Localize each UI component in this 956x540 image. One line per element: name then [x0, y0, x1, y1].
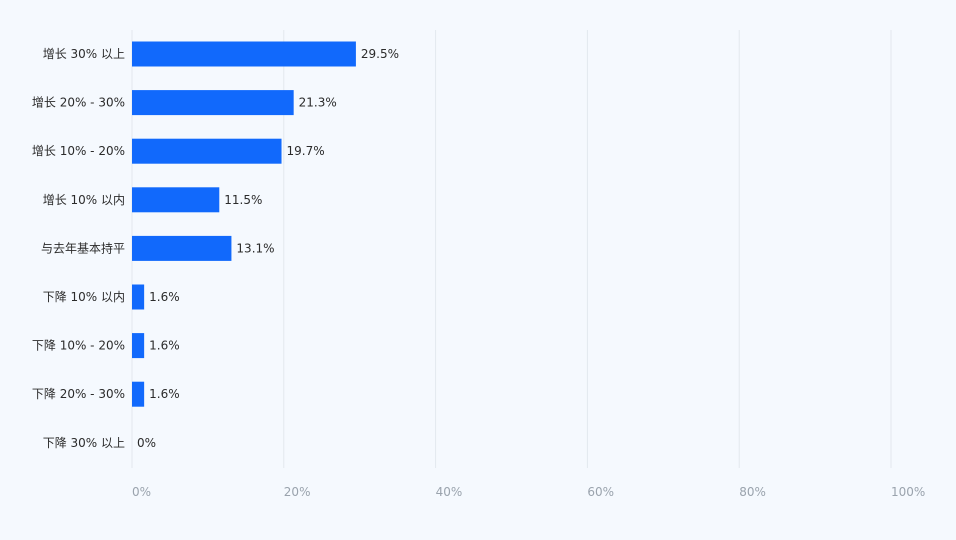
value-label: 1.6%: [149, 387, 180, 401]
bar[interactable]: [132, 138, 282, 164]
category-label: 增长 20% - 30%: [32, 96, 125, 110]
value-labels: 29.5% 21.3% 19.7% 11.5% 13.1% 1.6% 1.6% 1.6% 0%: [137, 47, 399, 450]
value-label: 19.7%: [287, 144, 325, 158]
category-label: 增长 10% 以内: [43, 193, 125, 207]
x-tick-label: 20%: [284, 485, 311, 499]
x-tick-label: 0%: [132, 485, 151, 499]
bar[interactable]: [132, 381, 145, 407]
category-label: 与去年基本持平: [41, 240, 125, 255]
value-label: 13.1%: [236, 241, 274, 255]
x-tick-label: 60%: [587, 485, 614, 499]
value-label: 1.6%: [149, 290, 180, 304]
category-label: 下降 10% 以内: [43, 290, 125, 304]
value-label: 29.5%: [361, 47, 399, 61]
x-tick-label: 40%: [436, 485, 463, 499]
value-label: 21.3%: [299, 96, 337, 110]
value-label: 1.6%: [149, 339, 180, 353]
bar[interactable]: [132, 187, 220, 213]
category-label: 增长 30% 以上: [43, 47, 125, 61]
x-tick-label: 80%: [739, 485, 766, 499]
category-label: 下降 20% - 30%: [32, 387, 125, 401]
bars-layer: [132, 41, 356, 407]
category-label: 增长 10% - 20%: [32, 144, 125, 158]
x-axis-ticks: 0% 20% 40% 60% 80% 100%: [132, 485, 925, 499]
bar[interactable]: [132, 235, 232, 261]
value-label: 11.5%: [224, 193, 262, 207]
category-label: 下降 10% - 20%: [32, 339, 125, 353]
bar[interactable]: [132, 333, 145, 359]
x-tick-label: 100%: [891, 485, 925, 499]
bar[interactable]: [132, 90, 294, 116]
bar[interactable]: [132, 284, 145, 310]
bar[interactable]: [132, 41, 356, 67]
value-label: 0%: [137, 436, 156, 450]
category-label: 下降 30% 以上: [43, 436, 125, 450]
